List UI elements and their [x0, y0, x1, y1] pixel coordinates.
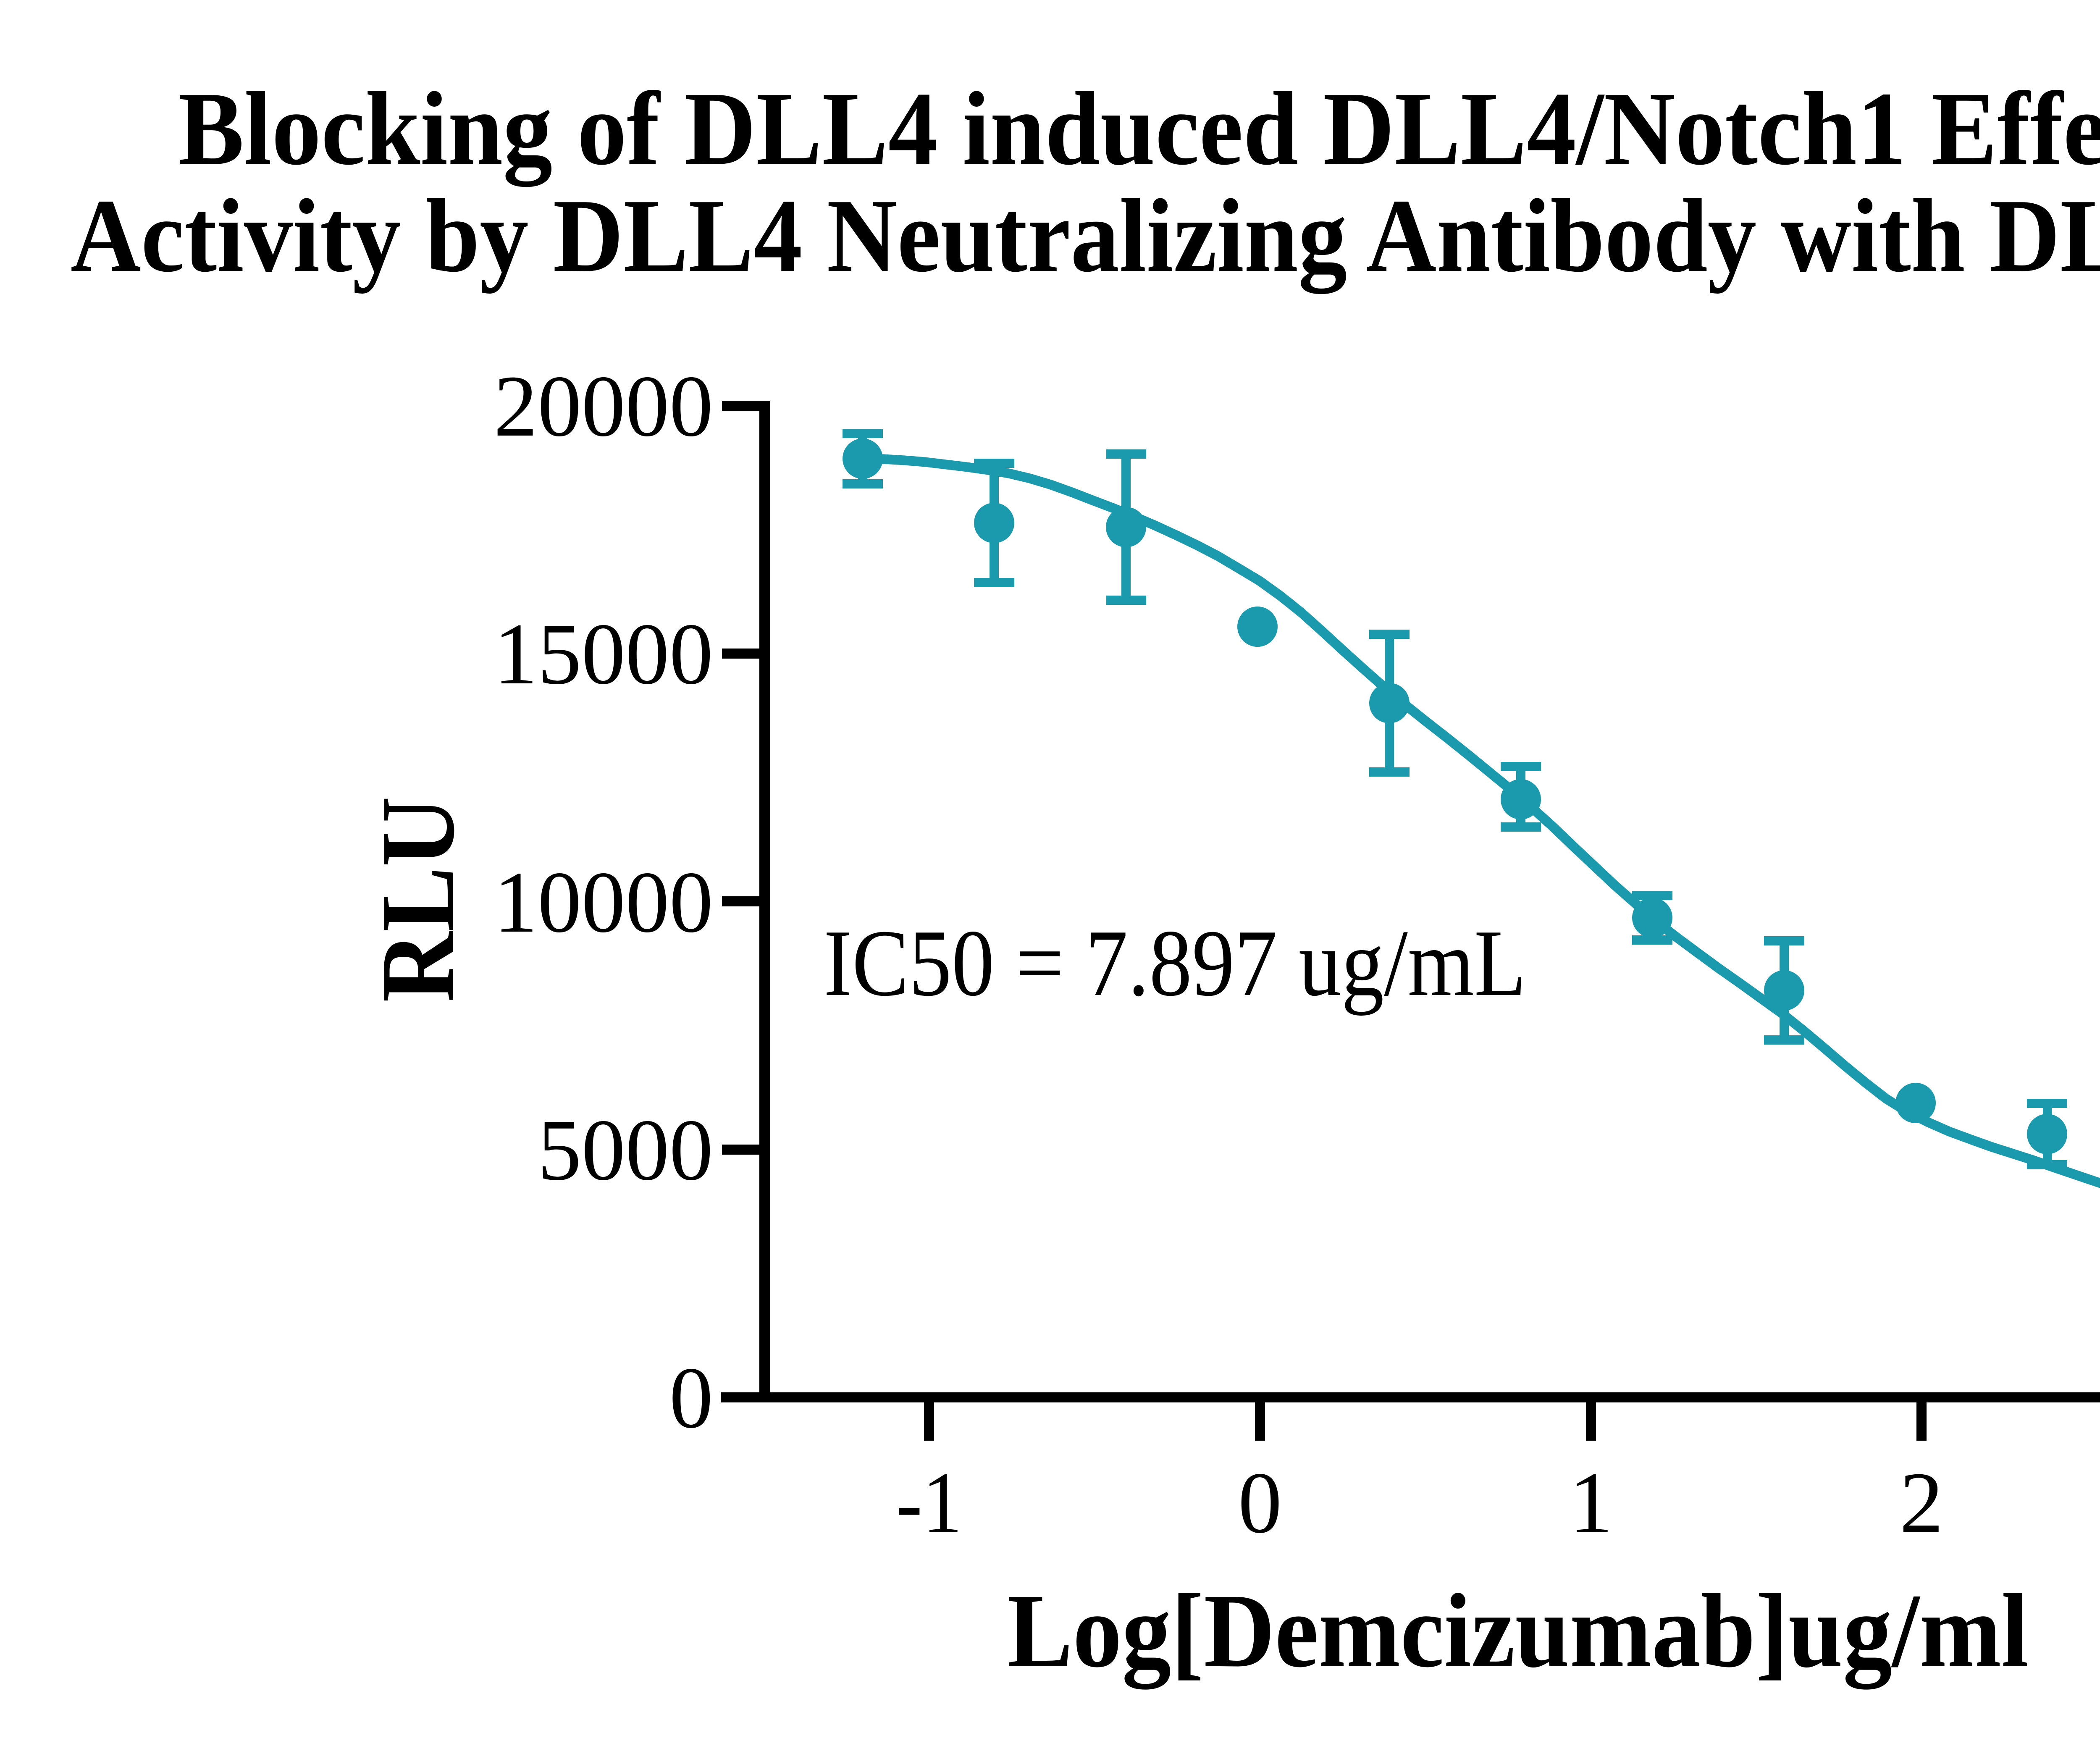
- svg-text:10000: 10000: [494, 854, 714, 951]
- svg-text:15000: 15000: [494, 606, 714, 703]
- svg-text:2: 2: [1900, 1455, 1944, 1552]
- svg-text:Log[Demcizumab]ug/ml: Log[Demcizumab]ug/ml: [1007, 1572, 2029, 1690]
- svg-text:IC50 = 7.897 ug/mL: IC50 = 7.897 ug/mL: [824, 911, 1526, 1016]
- svg-text:0: 0: [1238, 1455, 1282, 1552]
- svg-text:20000: 20000: [494, 358, 714, 455]
- svg-text:0: 0: [669, 1350, 714, 1447]
- svg-text:5000: 5000: [538, 1102, 713, 1199]
- svg-text:-1: -1: [896, 1455, 962, 1552]
- svg-text:RLU: RLU: [359, 796, 476, 1002]
- svg-text:1: 1: [1569, 1455, 1613, 1552]
- svg-text:Blocking of DLL4 induced DLL4/: Blocking of DLL4 induced DLL4/Notch1 Eff…: [178, 71, 2100, 187]
- svg-text:Activity by DLL4 Neutralizing: Activity by DLL4 Neutralizing Antibody w…: [71, 178, 2100, 294]
